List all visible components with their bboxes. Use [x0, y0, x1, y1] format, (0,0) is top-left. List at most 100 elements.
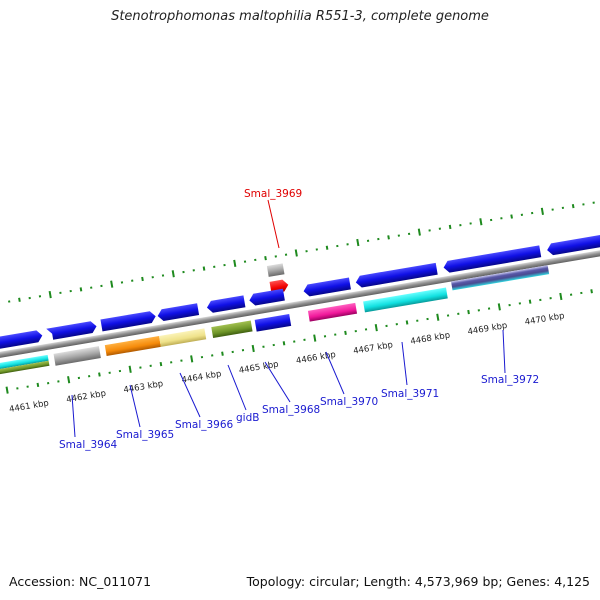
genome-backbone: [0, 241, 600, 364]
gene-arrow-upper-3: [100, 311, 156, 332]
inner-tick-mark: [67, 376, 71, 384]
outer-tick-mark: [28, 296, 31, 300]
inner-tick-mark: [374, 324, 378, 332]
inner-tick-mark: [262, 345, 265, 348]
gene-arrow-upper-8: [355, 262, 438, 288]
inner-tick-mark: [180, 359, 183, 362]
inner-tick-mark: [569, 293, 573, 296]
gene-label[interactable]: Smal_3970: [320, 396, 378, 408]
inner-tick-mark: [559, 292, 563, 301]
outer-tick-mark: [69, 289, 72, 293]
gene-label[interactable]: Smal_3969: [244, 188, 302, 200]
gene-label[interactable]: Smal_3972: [481, 374, 539, 386]
outer-tick-mark: [356, 238, 360, 247]
gene-arrow-lower-3968: [254, 313, 292, 332]
inner-tick-mark: [46, 382, 50, 385]
outer-tick-mark: [325, 245, 329, 250]
gene-arrow-upper-1: [0, 330, 43, 352]
gene-label[interactable]: Smal_3965: [116, 429, 174, 441]
gene-label[interactable]: Smal_3966: [175, 419, 234, 431]
gene-block-khaki-3966: [159, 328, 207, 347]
outer-tick-mark: [592, 201, 595, 204]
gene-leader-line: [71, 394, 76, 438]
kbp-label: 4470 kbp: [524, 311, 565, 328]
inner-tick-mark: [149, 364, 152, 367]
gene-arrow-upper-4: [157, 303, 200, 322]
outer-tick-mark: [120, 281, 124, 284]
gene-arrow-upper-10: [547, 229, 600, 256]
inner-tick-mark: [98, 372, 101, 377]
outer-tick-mark: [141, 276, 144, 282]
outer-tick-mark: [489, 218, 493, 222]
inner-tick-mark: [334, 333, 337, 336]
outer-tick-mark: [417, 228, 421, 236]
inner-tick-mark: [231, 350, 234, 354]
gene-leader-line: [502, 329, 506, 374]
gene-arrow-upper-2: [46, 321, 97, 340]
outer-tick-mark: [223, 263, 226, 267]
outer-tick-mark: [213, 265, 216, 268]
inner-tick-mark: [282, 341, 286, 346]
inner-tick-band: [5, 289, 593, 394]
gene-block-cyan-left: [0, 354, 49, 372]
inner-tick-mark: [108, 371, 111, 374]
inner-tick-mark: [580, 291, 583, 295]
gene-block-orange-3965: [104, 336, 161, 357]
inner-tick-mark: [446, 314, 450, 317]
gene-labels: Smal_3964Smal_3965Smal_3966gidBSmal_3968…: [59, 188, 539, 451]
outer-tick-mark: [171, 270, 175, 278]
kbp-label: 4464 kbp: [181, 369, 222, 386]
gene-label[interactable]: Smal_3971: [381, 388, 439, 400]
outer-tick-mark: [582, 203, 585, 206]
outer-tick-mark: [202, 266, 206, 271]
outer-tick-mark: [243, 260, 247, 263]
inner-tick-mark: [528, 299, 532, 304]
inner-tick-mark: [77, 376, 81, 380]
gene-leader-lines: [71, 199, 506, 438]
outer-tick-mark: [346, 243, 349, 246]
outer-tick-mark: [551, 208, 554, 211]
inner-tick-mark: [128, 365, 132, 373]
outer-tick-mark: [315, 248, 318, 251]
inner-tick-mark: [426, 317, 429, 321]
outer-tick-mark: [8, 300, 11, 303]
inner-tick-mark: [436, 313, 440, 321]
inner-tick-mark: [251, 344, 255, 353]
outer-tick-band: [0, 201, 595, 305]
outer-tick-mark: [294, 249, 298, 257]
gene-label[interactable]: gidB: [236, 412, 259, 424]
outer-tick-mark: [407, 232, 411, 236]
inner-tick-mark: [549, 297, 552, 300]
outer-tick-mark: [469, 222, 472, 225]
gene-label[interactable]: Smal_3964: [59, 439, 118, 451]
outer-tick-mark: [254, 258, 257, 262]
inner-tick-mark: [313, 334, 317, 342]
inner-tick-mark: [159, 361, 163, 367]
outer-tick-mark: [274, 255, 277, 258]
outer-tick-mark: [397, 234, 400, 237]
gene-arrow-smal-3969: [269, 279, 289, 294]
outer-tick-mark: [366, 239, 370, 242]
inner-tick-mark: [88, 375, 91, 378]
inner-tick-mark: [395, 323, 398, 326]
genome-summary-text: Topology: circular; Length: 4,573,969 bp…: [246, 574, 590, 589]
gene-leader-line: [264, 361, 291, 403]
outer-tick-mark: [90, 286, 93, 289]
inner-tick-mark: [364, 328, 368, 331]
gene-arrow-upper-7: [303, 277, 351, 297]
gene-leader-line: [179, 372, 201, 418]
accession-text: Accession: NC_011071: [9, 574, 152, 589]
outer-tick-mark: [459, 224, 462, 227]
gene-label[interactable]: Smal_3968: [262, 404, 320, 416]
genome-title: Stenotrophomonas maltophilia R551-3, com…: [111, 9, 489, 24]
outer-tick-mark: [438, 227, 442, 230]
outer-tick-mark: [182, 270, 185, 274]
outer-tick-mark: [79, 287, 83, 292]
inner-tick-mark: [211, 354, 214, 357]
outer-tick-mark: [571, 203, 575, 209]
outer-tick-mark: [305, 250, 308, 253]
outer-tick-mark: [284, 253, 288, 256]
inner-tick-mark: [57, 380, 60, 383]
kbp-label: 4461 kbp: [8, 398, 49, 415]
